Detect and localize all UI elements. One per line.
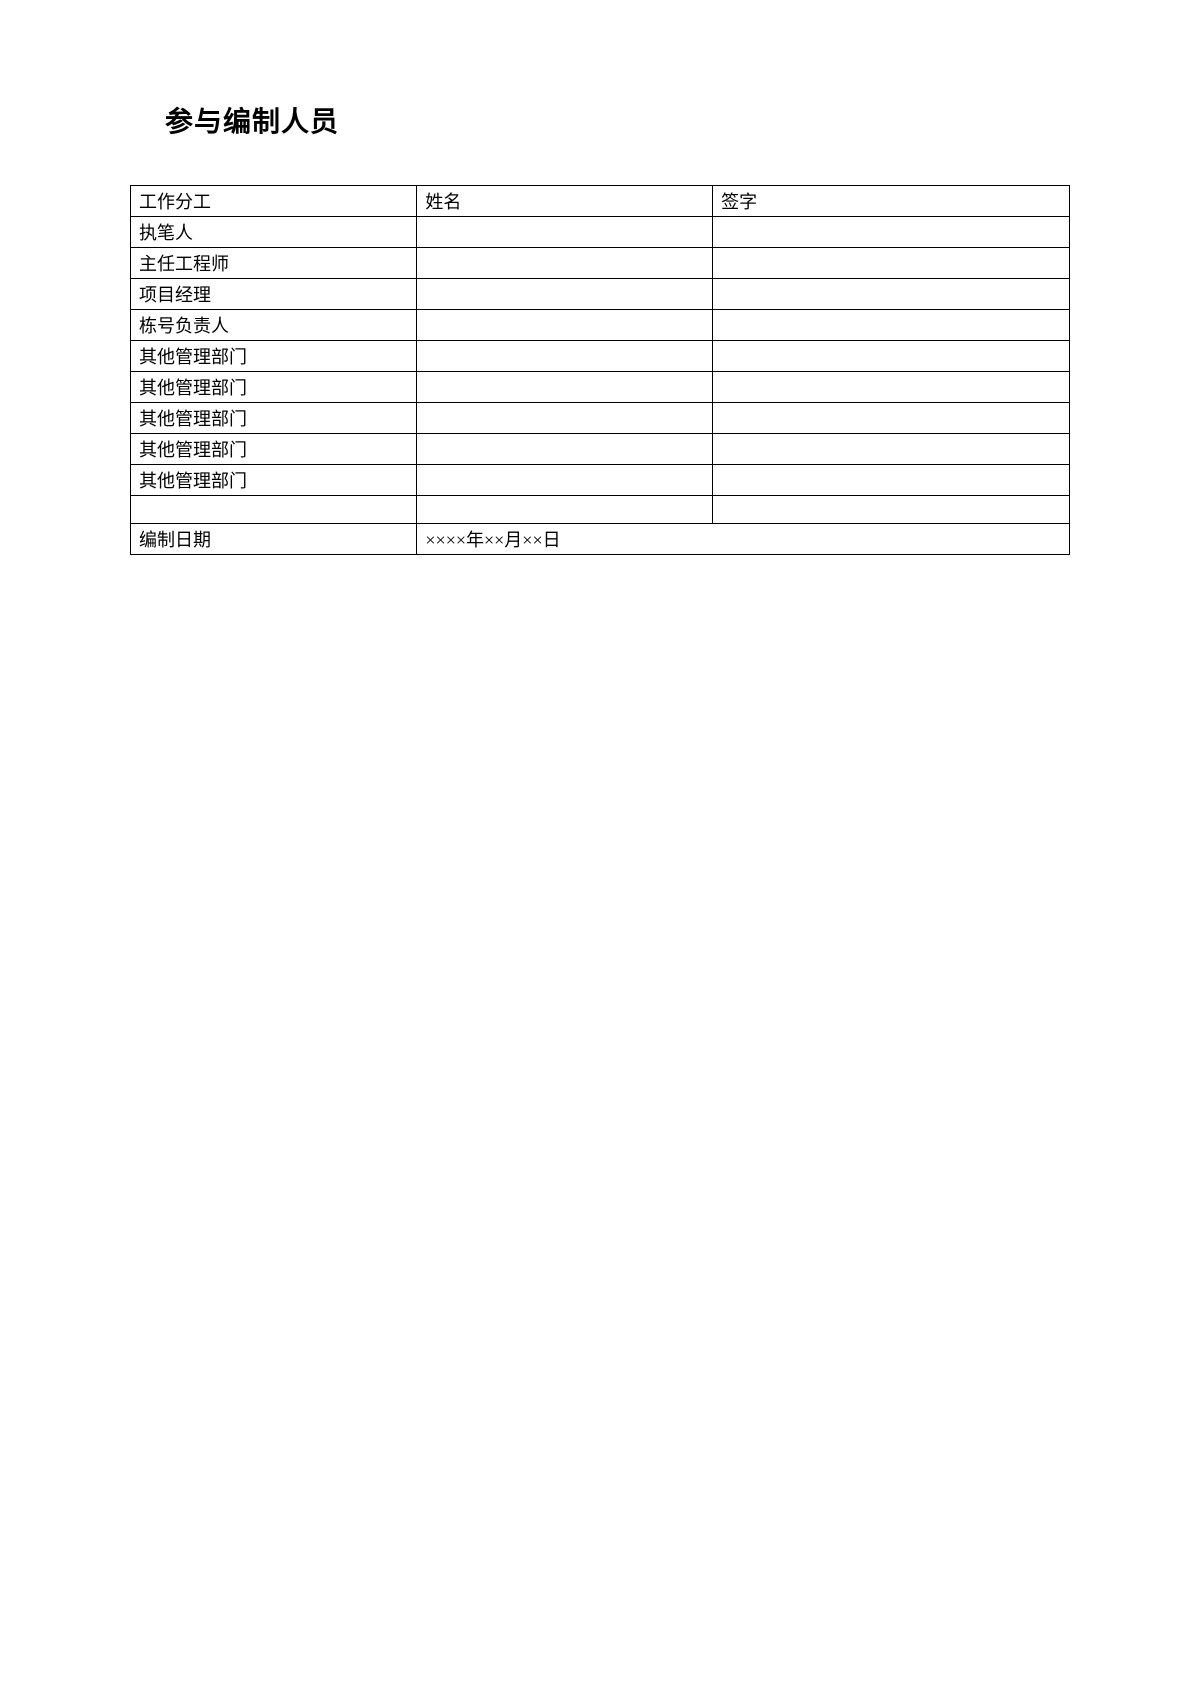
table-header-row: 工作分工 姓名 签字 xyxy=(131,186,1070,217)
table-cell xyxy=(713,434,1070,465)
table-cell xyxy=(713,217,1070,248)
table-date-row: 编制日期 ××××年××月××日 xyxy=(131,524,1070,555)
table-row: 栋号负责人 xyxy=(131,310,1070,341)
table-cell xyxy=(417,496,713,524)
table-cell xyxy=(417,465,713,496)
table-cell: 栋号负责人 xyxy=(131,310,417,341)
table-row: 其他管理部门 xyxy=(131,341,1070,372)
table-header-cell: 签字 xyxy=(713,186,1070,217)
table-cell xyxy=(417,372,713,403)
document-page: 参与编制人员 工作分工 姓名 签字 执笔人 主任工程师 项目经理 栋号负责人 xyxy=(0,0,1200,555)
date-value-cell: ××××年××月××日 xyxy=(417,524,1070,555)
table-cell xyxy=(713,341,1070,372)
table-cell: 执笔人 xyxy=(131,217,417,248)
table-cell xyxy=(713,496,1070,524)
personnel-table: 工作分工 姓名 签字 执笔人 主任工程师 项目经理 栋号负责人 其他管理部门 xyxy=(130,185,1070,555)
table-row: 其他管理部门 xyxy=(131,403,1070,434)
table-cell: 其他管理部门 xyxy=(131,341,417,372)
table-cell: 其他管理部门 xyxy=(131,434,417,465)
table-cell xyxy=(417,434,713,465)
table-cell xyxy=(417,310,713,341)
table-cell xyxy=(417,341,713,372)
table-header-cell: 姓名 xyxy=(417,186,713,217)
page-title: 参与编制人员 xyxy=(165,100,1070,140)
table-cell xyxy=(417,279,713,310)
table-cell xyxy=(713,372,1070,403)
table-header-cell: 工作分工 xyxy=(131,186,417,217)
table-row: 其他管理部门 xyxy=(131,434,1070,465)
table-row: 主任工程师 xyxy=(131,248,1070,279)
table-cell xyxy=(713,310,1070,341)
table-cell: 项目经理 xyxy=(131,279,417,310)
table-cell xyxy=(131,496,417,524)
table-cell xyxy=(713,465,1070,496)
table-row: 其他管理部门 xyxy=(131,372,1070,403)
table-cell: 其他管理部门 xyxy=(131,372,417,403)
table-row xyxy=(131,496,1070,524)
table-cell xyxy=(417,248,713,279)
table-cell xyxy=(417,403,713,434)
table-row: 其他管理部门 xyxy=(131,465,1070,496)
table-row: 执笔人 xyxy=(131,217,1070,248)
table-cell: 其他管理部门 xyxy=(131,403,417,434)
table-cell: 主任工程师 xyxy=(131,248,417,279)
table-cell xyxy=(713,248,1070,279)
table-cell: 其他管理部门 xyxy=(131,465,417,496)
table-cell xyxy=(417,217,713,248)
table-row: 项目经理 xyxy=(131,279,1070,310)
table-cell xyxy=(713,279,1070,310)
date-label-cell: 编制日期 xyxy=(131,524,417,555)
table-cell xyxy=(713,403,1070,434)
